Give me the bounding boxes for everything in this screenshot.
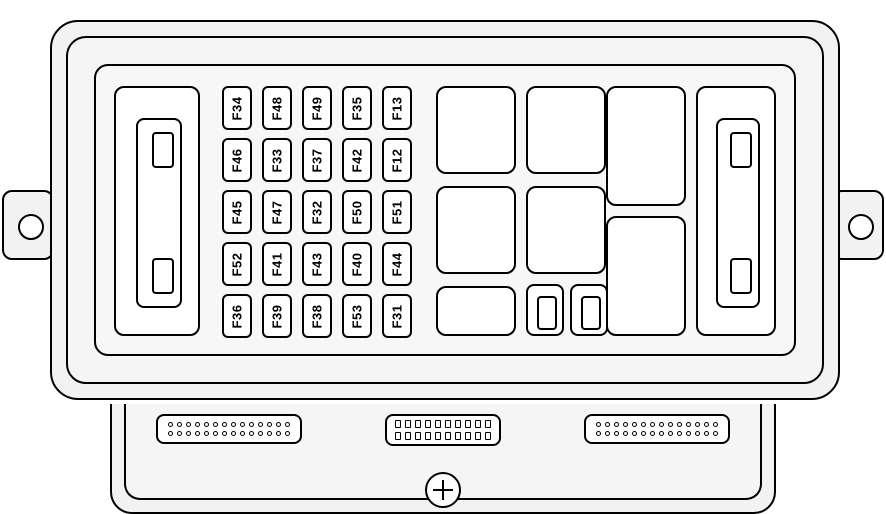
mounting-screw-icon: [425, 472, 461, 508]
relay-4: [526, 186, 606, 274]
fuse-label: F39: [270, 304, 285, 328]
fuse-f42: F42: [342, 138, 372, 182]
fuse-f32: F32: [302, 190, 332, 234]
fuse-f35: F35: [342, 86, 372, 130]
fuse-label: F13: [390, 96, 405, 120]
fuse-f38: F38: [302, 294, 332, 338]
fuse-label: F53: [350, 304, 365, 328]
fuse-f48: F48: [262, 86, 292, 130]
fuse-label: F47: [270, 200, 285, 224]
fuse-label: F46: [230, 148, 245, 172]
fuse-label: F34: [230, 96, 245, 120]
fuse-label: F44: [390, 252, 405, 276]
fuse-label: F43: [310, 252, 325, 276]
fuse-f44: F44: [382, 242, 412, 286]
fuse-label: F31: [390, 304, 405, 328]
fuse-f37: F37: [302, 138, 332, 182]
fuse-label: F33: [270, 148, 285, 172]
small-fuse-a: [526, 284, 564, 336]
small-fuse-pair: [526, 284, 608, 336]
fuse-label: F50: [350, 200, 365, 224]
connector-right: [584, 414, 730, 444]
fuse-f43: F43: [302, 242, 332, 286]
fuse-label: F32: [310, 200, 325, 224]
fuse-f13: F13: [382, 86, 412, 130]
connector-tray: [110, 404, 776, 514]
right-block: [606, 86, 776, 346]
connector-middle: [385, 414, 501, 446]
fuse-label: F40: [350, 252, 365, 276]
fuse-f31: F31: [382, 294, 412, 338]
relay-3: [436, 186, 516, 274]
fuse-f52: F52: [222, 242, 252, 286]
relay-5: [436, 286, 516, 336]
fuse-f46: F46: [222, 138, 252, 182]
fuse-f39: F39: [262, 294, 292, 338]
relay-7: [606, 216, 686, 336]
fuse-f36: F36: [222, 294, 252, 338]
body-inner: F34 F46 F45 F52 F36 F48 F33 F47 F41 F39 F49 F37 F32 F…: [66, 36, 824, 384]
large-fuse-left: [114, 86, 200, 336]
fuse-f12: F12: [382, 138, 412, 182]
fuse-f41: F41: [262, 242, 292, 286]
fuse-f50: F50: [342, 190, 372, 234]
fuse-f51: F51: [382, 190, 412, 234]
fuse-label: F41: [270, 252, 285, 276]
fuse-label: F45: [230, 200, 245, 224]
fuse-label: F51: [390, 200, 405, 224]
fuse-label: F52: [230, 252, 245, 276]
fuse-label: F38: [310, 304, 325, 328]
fuse-label: F48: [270, 96, 285, 120]
large-fuse-right: [696, 86, 776, 336]
body-outer: F34 F46 F45 F52 F36 F48 F33 F47 F41 F39 F49 F37 F32 F…: [50, 20, 840, 400]
fuse-f34: F34: [222, 86, 252, 130]
relay-6: [606, 86, 686, 206]
relay-2: [526, 86, 606, 174]
fuse-f53: F53: [342, 294, 372, 338]
fuse-label: F42: [350, 148, 365, 172]
fuse-label: F12: [390, 148, 405, 172]
mount-ear-left: [2, 190, 54, 260]
fuse-label: F35: [350, 96, 365, 120]
fuse-f33: F33: [262, 138, 292, 182]
fuse-grid: F34 F46 F45 F52 F36 F48 F33 F47 F41 F39 F49 F37 F32 F…: [222, 86, 412, 338]
small-fuse-b: [570, 284, 608, 336]
fuse-f47: F47: [262, 190, 292, 234]
fuse-label: F36: [230, 304, 245, 328]
fuse-label: F37: [310, 148, 325, 172]
fuse-label: F49: [310, 96, 325, 120]
main-panel: F34 F46 F45 F52 F36 F48 F33 F47 F41 F39 F49 F37 F32 F…: [94, 64, 796, 356]
relay-1: [436, 86, 516, 174]
fuse-f49: F49: [302, 86, 332, 130]
fuse-f45: F45: [222, 190, 252, 234]
connector-left: [156, 414, 302, 444]
fuse-box-diagram: F34 F46 F45 F52 F36 F48 F33 F47 F41 F39 F49 F37 F32 F…: [10, 20, 876, 510]
fuse-f40: F40: [342, 242, 372, 286]
